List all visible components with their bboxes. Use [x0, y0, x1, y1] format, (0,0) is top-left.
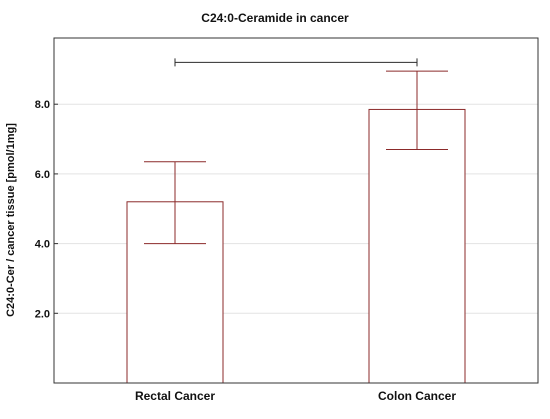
- plot-area-frame: [53, 37, 539, 384]
- y-axis-ticks: 2.0 4.0 6.0 8.0: [35, 99, 58, 320]
- x-category-label: Rectal Cancer: [135, 389, 215, 403]
- y-axis-label: C24:0-Cer / cancer tissue [pmol/1mg]: [5, 123, 17, 317]
- bars: [126, 108, 466, 384]
- y-tick-label: 8.0: [35, 99, 50, 111]
- significance-bracket: [174, 58, 418, 67]
- y-tick-label: 6.0: [35, 169, 50, 181]
- y-tick-label: 2.0: [35, 308, 50, 320]
- bar-colon-cancer: [368, 108, 466, 384]
- x-category-label: Colon Cancer: [378, 389, 456, 403]
- error-bars: [144, 70, 448, 245]
- y-tick-label: 4.0: [35, 239, 50, 251]
- chart-title: C24:0-Ceramide in cancer: [201, 11, 349, 25]
- x-axis-category-labels: Rectal Cancer Colon Cancer: [135, 389, 456, 403]
